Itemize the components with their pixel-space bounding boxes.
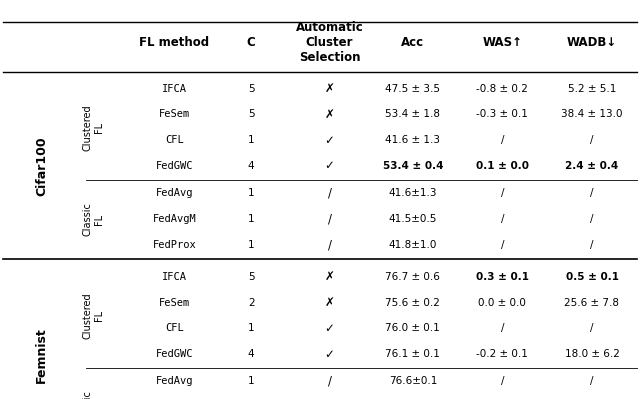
Text: CFL: CFL [165, 135, 184, 145]
Text: /: / [590, 240, 594, 250]
Text: 4: 4 [248, 349, 255, 359]
Text: 0.5 ± 0.1: 0.5 ± 0.1 [566, 272, 618, 282]
Text: /: / [500, 214, 504, 224]
Text: -0.2 ± 0.1: -0.2 ± 0.1 [476, 349, 529, 359]
Text: FedProx: FedProx [152, 240, 196, 250]
Text: 4: 4 [248, 161, 255, 171]
Text: 1: 1 [248, 376, 255, 386]
Text: FL method: FL method [140, 36, 209, 49]
Text: 0.1 ± 0.0: 0.1 ± 0.0 [476, 161, 529, 171]
Text: /: / [590, 376, 594, 386]
Text: 41.6±1.3: 41.6±1.3 [388, 188, 437, 198]
Text: 1: 1 [248, 188, 255, 198]
Text: -0.3 ± 0.1: -0.3 ± 0.1 [476, 109, 529, 119]
Text: ✗: ✗ [324, 270, 335, 283]
Text: 76.6±0.1: 76.6±0.1 [388, 376, 437, 386]
Text: Acc: Acc [401, 36, 424, 49]
Text: ✗: ✗ [324, 296, 335, 309]
Text: /: / [500, 376, 504, 386]
Text: Clustered
FL: Clustered FL [82, 104, 104, 150]
Text: 47.5 ± 3.5: 47.5 ± 3.5 [385, 84, 440, 94]
Text: ✓: ✓ [324, 159, 335, 172]
Text: 0.0 ± 0.0: 0.0 ± 0.0 [479, 298, 526, 308]
Text: IFCA: IFCA [162, 272, 187, 282]
Text: IFCA: IFCA [162, 84, 187, 94]
Text: Automatic
Cluster
Selection: Automatic Cluster Selection [296, 22, 364, 64]
Text: 1: 1 [248, 240, 255, 250]
Text: FedGWC: FedGWC [156, 161, 193, 171]
Text: /: / [590, 135, 594, 145]
Text: 18.0 ± 6.2: 18.0 ± 6.2 [564, 349, 620, 359]
Text: 25.6 ± 7.8: 25.6 ± 7.8 [564, 298, 620, 308]
Text: FeSem: FeSem [159, 298, 190, 308]
Text: 2: 2 [248, 298, 255, 308]
Text: 53.4 ± 1.8: 53.4 ± 1.8 [385, 109, 440, 119]
Text: /: / [590, 214, 594, 224]
Text: CFL: CFL [165, 323, 184, 333]
Text: Clustered
FL: Clustered FL [82, 292, 104, 339]
Text: 41.5±0.5: 41.5±0.5 [388, 214, 437, 224]
Text: 41.8±1.0: 41.8±1.0 [388, 240, 437, 250]
Text: /: / [328, 187, 332, 200]
Text: 5: 5 [248, 272, 255, 282]
Text: /: / [328, 212, 332, 225]
Text: ✓: ✓ [324, 134, 335, 147]
Text: ✓: ✓ [324, 322, 335, 335]
Text: WADB↓: WADB↓ [567, 36, 617, 49]
Text: /: / [500, 240, 504, 250]
Text: 0.3 ± 0.1: 0.3 ± 0.1 [476, 272, 529, 282]
Text: /: / [500, 135, 504, 145]
Text: 41.6 ± 1.3: 41.6 ± 1.3 [385, 135, 440, 145]
Text: /: / [500, 323, 504, 333]
Text: FeSem: FeSem [159, 109, 190, 119]
Text: 75.6 ± 0.2: 75.6 ± 0.2 [385, 298, 440, 308]
Text: 53.4 ± 0.4: 53.4 ± 0.4 [383, 161, 443, 171]
Text: FedAvgM: FedAvgM [152, 214, 196, 224]
Text: 76.0 ± 0.1: 76.0 ± 0.1 [385, 323, 440, 333]
Text: /: / [590, 188, 594, 198]
Text: 5.2 ± 5.1: 5.2 ± 5.1 [568, 84, 616, 94]
Text: Classic
FL: Classic FL [82, 390, 104, 399]
Text: /: / [328, 238, 332, 251]
Text: 1: 1 [248, 135, 255, 145]
Text: WAS↑: WAS↑ [483, 36, 522, 49]
Text: 38.4 ± 13.0: 38.4 ± 13.0 [561, 109, 623, 119]
Text: C: C [247, 36, 255, 49]
Text: ✗: ✗ [324, 108, 335, 121]
Text: 76.7 ± 0.6: 76.7 ± 0.6 [385, 272, 440, 282]
Text: 2.4 ± 0.4: 2.4 ± 0.4 [565, 161, 619, 171]
Text: FedAvg: FedAvg [156, 376, 193, 386]
Text: ✓: ✓ [324, 348, 335, 361]
Text: -0.8 ± 0.2: -0.8 ± 0.2 [476, 84, 529, 94]
Text: Classic
FL: Classic FL [82, 202, 104, 236]
Text: Femnist: Femnist [35, 327, 48, 383]
Text: 5: 5 [248, 109, 255, 119]
Text: 5: 5 [248, 84, 255, 94]
Text: /: / [590, 323, 594, 333]
Text: 1: 1 [248, 214, 255, 224]
Text: /: / [328, 375, 332, 388]
Text: 76.1 ± 0.1: 76.1 ± 0.1 [385, 349, 440, 359]
Text: Cifar100: Cifar100 [35, 137, 48, 196]
Text: /: / [500, 188, 504, 198]
Text: ✗: ✗ [324, 82, 335, 95]
Text: 1: 1 [248, 323, 255, 333]
Text: FedGWC: FedGWC [156, 349, 193, 359]
Text: FedAvg: FedAvg [156, 188, 193, 198]
